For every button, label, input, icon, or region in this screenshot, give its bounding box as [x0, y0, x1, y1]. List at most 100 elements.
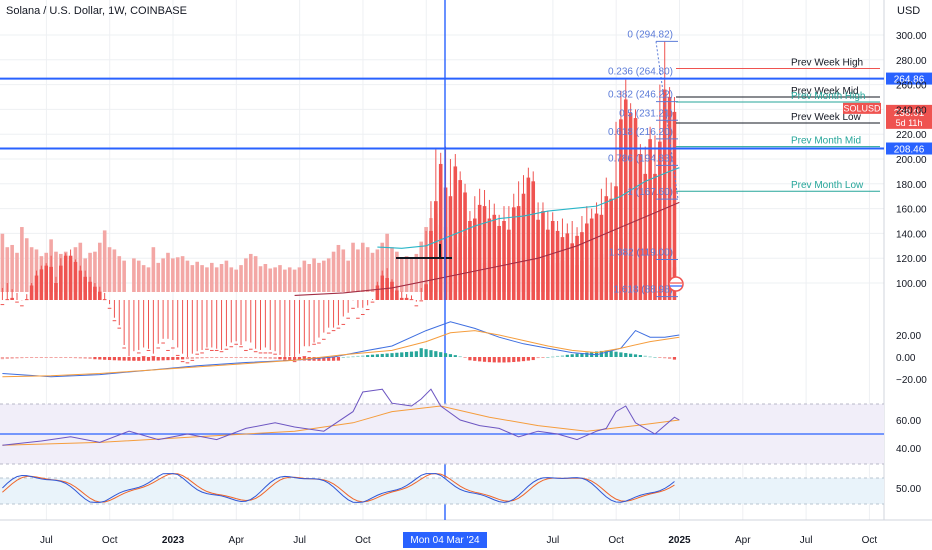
volume-bar — [258, 266, 263, 292]
candle-body — [302, 356, 307, 358]
macd-tick-label: 0.00 — [896, 353, 916, 364]
chart-title: Solana / U.S. Dollar, 1W, COINBASE — [6, 5, 187, 17]
volume-bar — [205, 267, 209, 292]
stoch-band — [0, 478, 884, 504]
macd-histogram-bar — [609, 351, 613, 357]
macd-histogram-bar — [619, 352, 623, 357]
candle-body — [536, 219, 540, 300]
macd-histogram-bar — [575, 353, 579, 357]
candle-body — [453, 166, 458, 300]
volume-bar — [54, 251, 58, 292]
volume-bar — [404, 256, 409, 292]
macd-histogram-bar — [468, 357, 472, 361]
macd-histogram-bar — [64, 357, 68, 358]
candle-body — [550, 221, 555, 300]
volume-bar — [112, 249, 117, 292]
macd-histogram-bar — [419, 348, 423, 357]
candle-body — [370, 301, 375, 303]
candle-body — [341, 323, 346, 325]
candle-body — [565, 233, 570, 300]
price-tick-label: 260.00 — [896, 81, 927, 92]
macd-histogram-bar — [478, 357, 482, 362]
macd-histogram-bar — [497, 357, 501, 363]
volume-bar — [185, 260, 190, 292]
macd-histogram-bar — [414, 351, 418, 357]
macd-histogram-bar — [49, 357, 53, 358]
volume-bar — [219, 264, 224, 292]
candle-body — [614, 186, 618, 300]
candle-body — [205, 348, 209, 350]
macd-histogram-bar — [570, 354, 574, 357]
macd-histogram-bar — [521, 357, 526, 362]
level-price-tag — [886, 142, 932, 155]
candle-body — [351, 307, 355, 309]
macd-tick-label: 20.00 — [896, 331, 921, 342]
current-price-tag — [886, 104, 932, 129]
volume-bar — [5, 247, 10, 292]
volume-bar — [360, 242, 365, 292]
macd-histogram-bar — [258, 357, 263, 359]
candle-body — [185, 362, 190, 364]
candle-body — [395, 290, 399, 300]
macd-histogram-bar — [375, 354, 379, 357]
volume-bar — [146, 267, 151, 292]
candle-body — [672, 111, 677, 300]
macd-histogram-bar — [122, 357, 126, 361]
volume-bar — [136, 260, 141, 292]
crosshair-date-text: Mon 04 Mar '24 — [410, 535, 480, 546]
time-tick-label: Oct — [102, 535, 118, 546]
volume-bar — [336, 244, 341, 292]
macd-histogram-bar — [356, 355, 360, 357]
macd-histogram-bar — [512, 357, 516, 363]
volume-bar — [224, 260, 229, 292]
candle-body — [263, 352, 268, 354]
macd-histogram-bar — [180, 357, 185, 360]
macd-histogram-bar — [487, 357, 491, 363]
volume-bar — [292, 269, 297, 292]
volume-bar — [419, 241, 424, 292]
fib-level-label: 1.382 (119.00) — [609, 247, 673, 258]
volume-bar — [29, 247, 34, 292]
volume-bar — [93, 251, 97, 292]
volume-bar — [161, 258, 165, 292]
ma-slow-line — [294, 201, 680, 296]
candle-body — [107, 307, 112, 309]
candle-body — [210, 349, 214, 351]
volume-bar — [268, 268, 273, 292]
candle-body — [458, 180, 462, 300]
volume-bar — [385, 233, 389, 292]
macd-histogram-bar — [594, 351, 599, 357]
candle-body — [15, 301, 19, 303]
time-tick-label: Jul — [800, 535, 813, 546]
rsi-line — [2, 388, 680, 446]
volume-bar — [171, 258, 175, 292]
price-tick-label: 300.00 — [896, 31, 927, 42]
candle-body — [633, 118, 638, 300]
rsi-ma-line — [2, 405, 680, 446]
macd-histogram-bar — [390, 353, 394, 357]
macd-histogram-bar — [229, 357, 233, 358]
ref-level-label: Prev Month Low — [791, 180, 864, 191]
macd-histogram-bar — [551, 356, 555, 358]
volume-bar — [302, 260, 307, 292]
macd-histogram-bar — [161, 357, 165, 361]
macd-histogram-bar — [317, 357, 321, 361]
volume-bar — [297, 267, 302, 292]
macd-histogram-bar — [624, 353, 628, 357]
volume-bar — [239, 265, 243, 292]
macd-histogram-bar — [15, 357, 19, 359]
candle-body — [175, 354, 180, 356]
volume-bar — [326, 258, 331, 292]
macd-histogram-bar — [405, 351, 409, 357]
candle-body — [229, 346, 234, 348]
macd-histogram-bar — [463, 357, 467, 358]
candle-body — [463, 192, 467, 300]
macd-histogram-bar — [439, 352, 443, 357]
macd-histogram-bar — [366, 355, 370, 357]
volume-bar — [229, 267, 234, 292]
macd-histogram-bar — [434, 351, 438, 357]
candle-body — [29, 285, 34, 300]
macd-histogram-bar — [517, 357, 521, 362]
candle-body — [292, 361, 297, 363]
